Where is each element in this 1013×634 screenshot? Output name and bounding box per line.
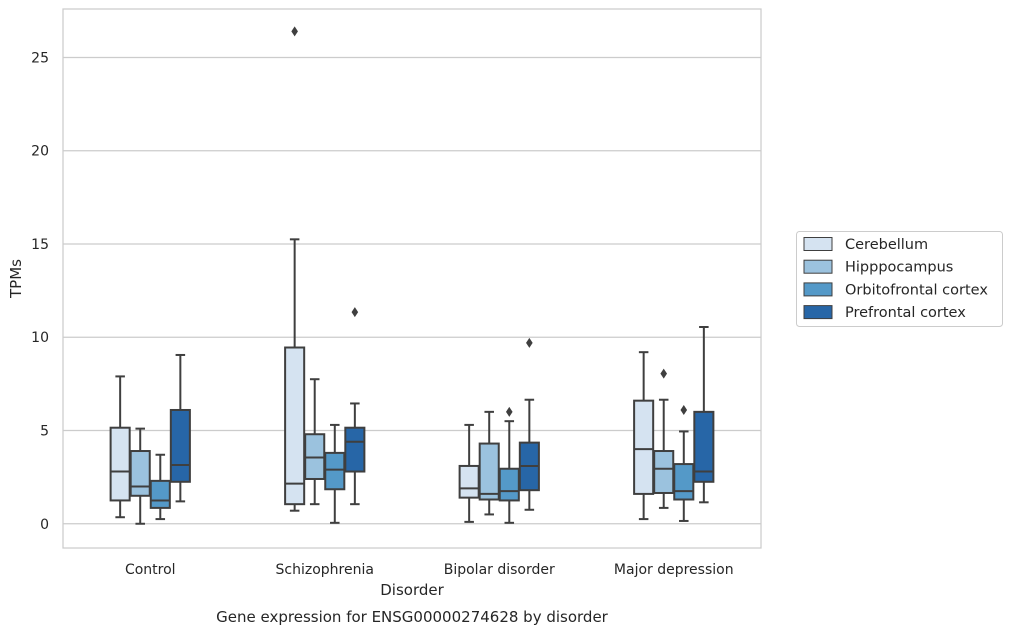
iqr-box [344, 426, 366, 473]
x-axis-label: Disorder [380, 581, 444, 599]
iqr-box [673, 463, 695, 501]
box-major-depression [693, 325, 715, 504]
y-tick-label: 15 [31, 237, 49, 253]
legend-label: Prefrontal cortex [845, 305, 966, 321]
outlier-point [526, 337, 533, 348]
iqr-box [653, 450, 675, 494]
box-schizophrenia [284, 26, 306, 512]
box-major-depression [653, 368, 675, 509]
y-tick-label: 20 [31, 144, 49, 160]
legend-swatch [803, 305, 833, 320]
iqr-box [284, 346, 306, 506]
iqr-box [129, 450, 151, 497]
box-control [149, 453, 171, 521]
box-schizophrenia [304, 378, 326, 506]
x-tick-label: Major depression [614, 562, 734, 578]
box-major-depression [673, 404, 695, 522]
x-tick-label: Schizophrenia [276, 562, 374, 578]
box-bipolar-disorder [478, 410, 500, 516]
y-axis-label: TPMs [7, 259, 25, 299]
y-tick-labels: 0 5 10 15 20 25 [31, 50, 49, 532]
legend-label: Orbitofrontal cortex [845, 282, 988, 298]
legend-swatch [803, 282, 833, 297]
x-tick-labels: Control Schizophrenia Bipolar disorder Majo… [125, 562, 734, 578]
chart-caption: Gene expression for ENSG00000274628 by d… [216, 608, 609, 626]
legend: Cerebellum Hipppocampus Orbitofrontal cort… [796, 231, 1003, 327]
y-tick-label: 5 [40, 424, 49, 440]
iqr-box [169, 408, 191, 483]
series-hipppocampus [129, 368, 675, 525]
outlier-point [680, 404, 688, 415]
legend-label: Cerebellum [845, 237, 928, 253]
outlier-point [660, 368, 668, 379]
box-bipolar-disorder [458, 423, 480, 523]
outlier-point [505, 406, 513, 417]
outlier-point [351, 307, 359, 318]
legend-label: Hipppocampus [845, 260, 953, 276]
iqr-box [693, 410, 715, 483]
legend-frame [796, 231, 1003, 327]
y-tick-label: 0 [40, 517, 49, 533]
legend-swatch [803, 237, 833, 251]
x-tick-label: Bipolar disorder [444, 562, 555, 578]
iqr-box [109, 426, 131, 502]
outlier-point [291, 26, 298, 37]
box-major-depression [633, 351, 655, 521]
box-schizophrenia [344, 307, 366, 506]
series-cerebellum [109, 26, 655, 523]
plot-frame [62, 8, 762, 549]
box-bipolar-disorder [498, 406, 520, 524]
y-tick-label: 10 [31, 330, 49, 346]
iqr-box [324, 451, 346, 491]
iqr-box [633, 399, 655, 495]
iqr-box [498, 467, 520, 502]
series-prefrontal-cortex [169, 307, 715, 511]
box-control [169, 353, 191, 503]
x-tick-label: Control [125, 562, 176, 578]
y-tick-label: 25 [31, 50, 49, 66]
iqr-box [149, 479, 171, 509]
legend-swatch [803, 259, 833, 274]
series-orbitofrontal-cortex [149, 404, 695, 524]
iqr-box [478, 442, 500, 501]
box-bipolar-disorder [518, 337, 540, 511]
box-schizophrenia [324, 423, 346, 524]
box-control [129, 427, 151, 525]
box-control [109, 375, 131, 519]
box-plot-series [109, 26, 715, 525]
iqr-box [458, 464, 480, 499]
